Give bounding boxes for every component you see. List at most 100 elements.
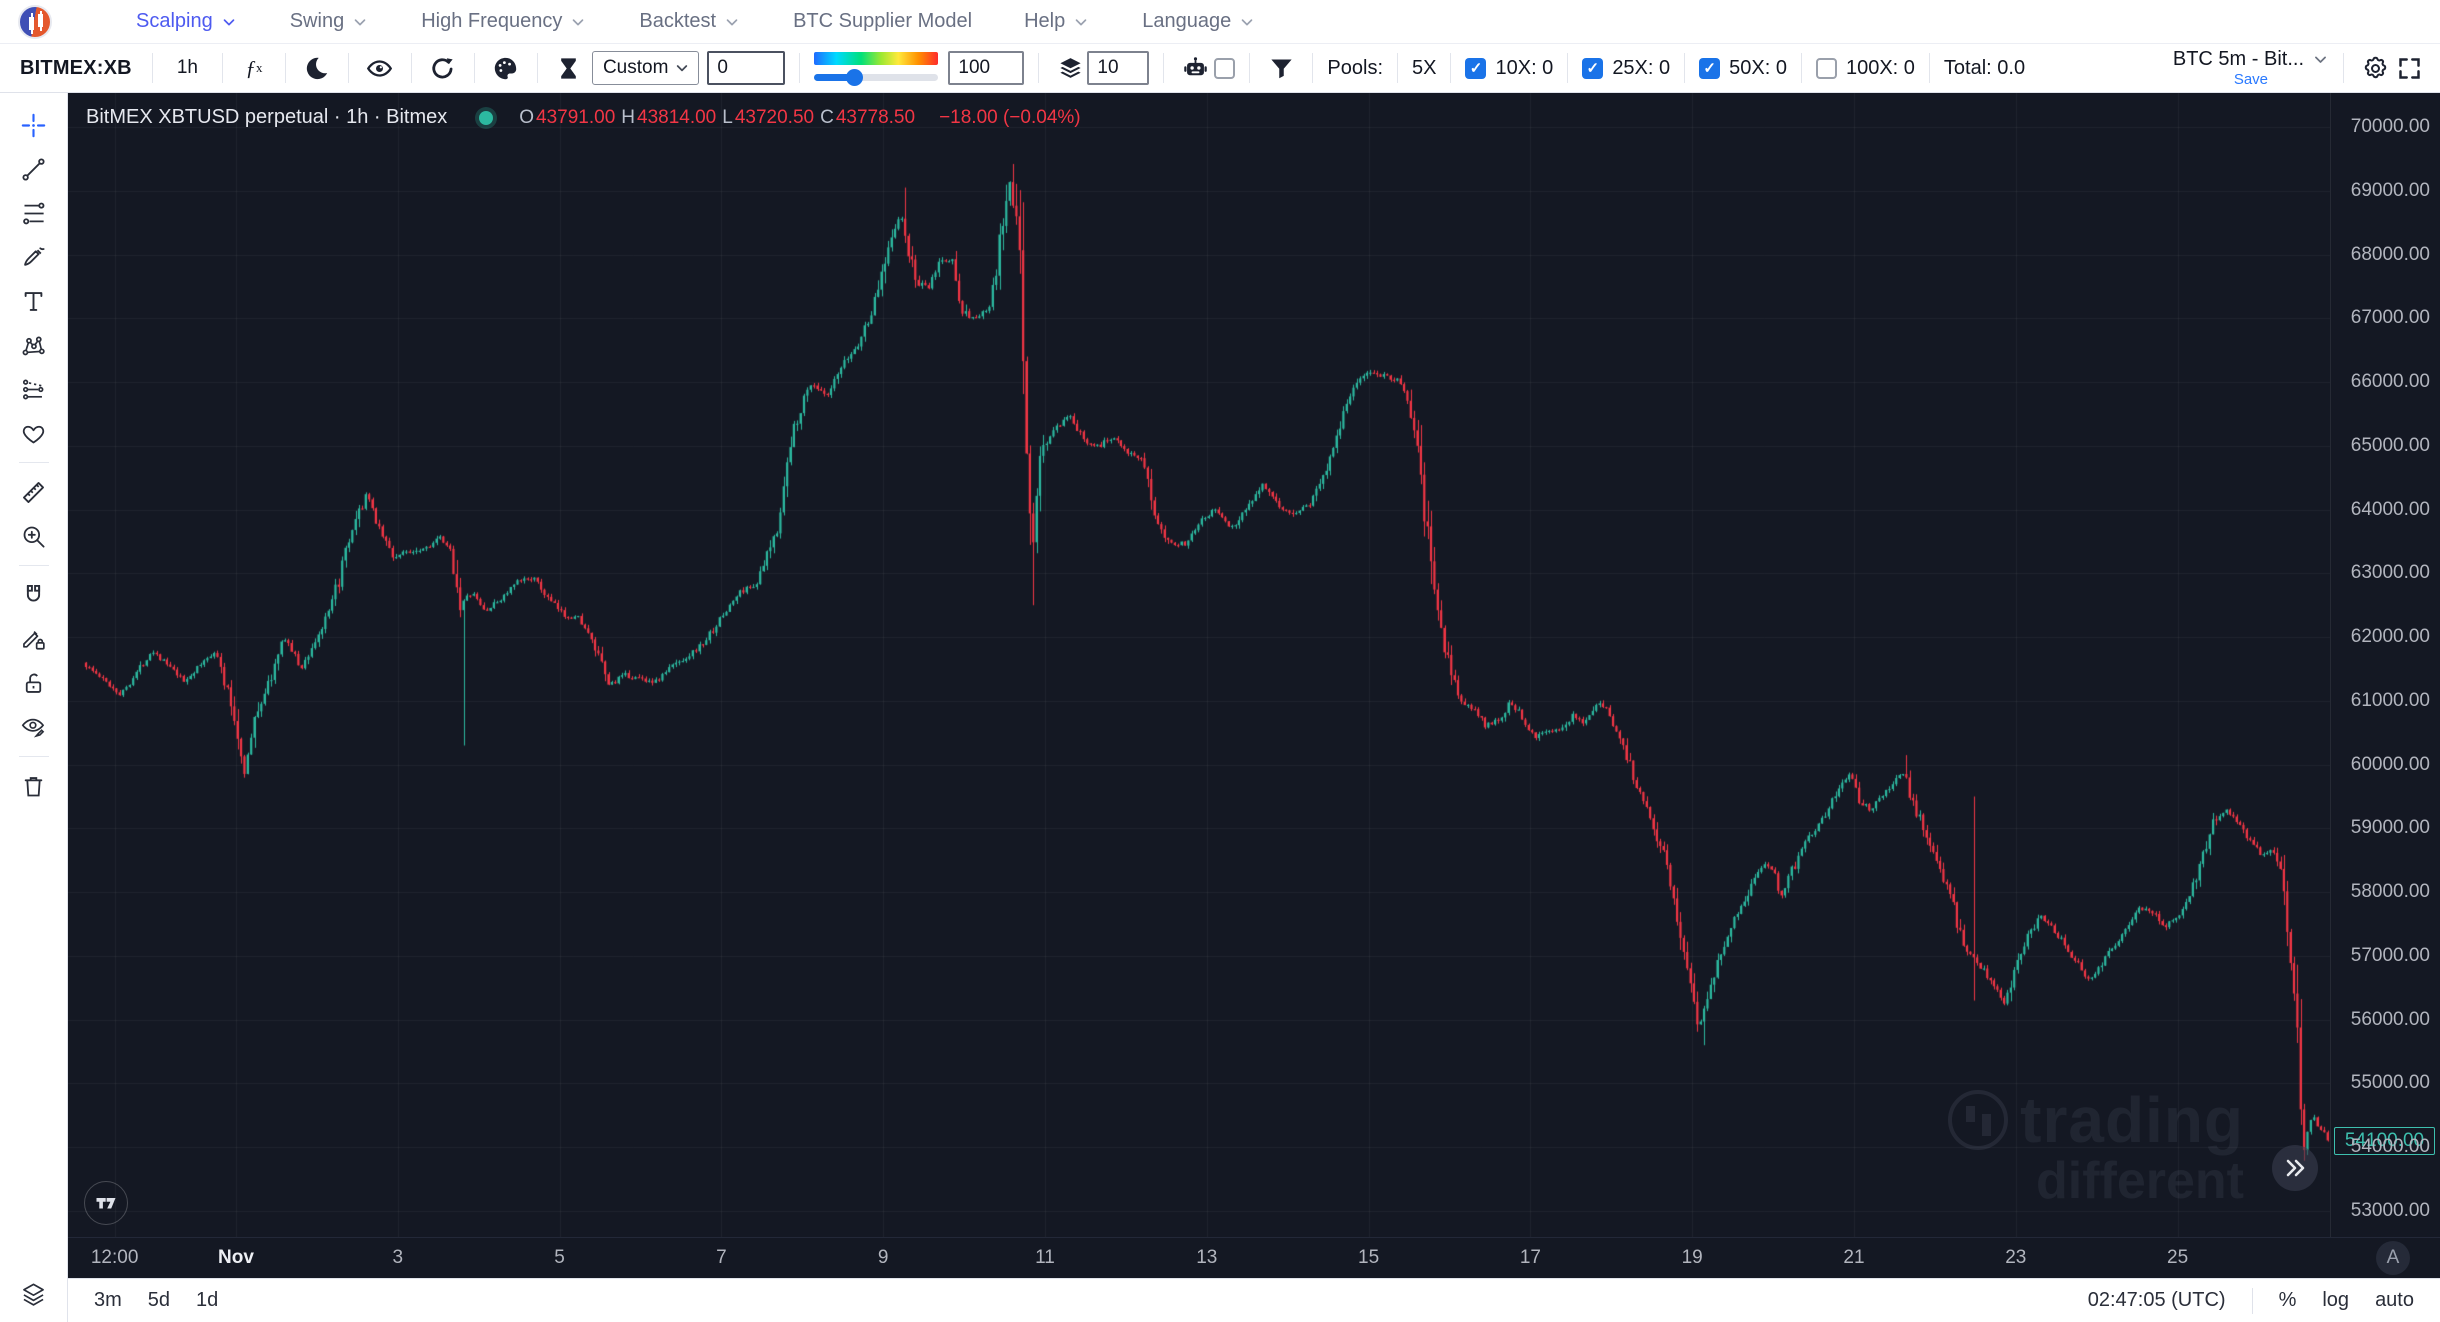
leverage-item: ✓ 25X: 0 xyxy=(1582,57,1670,80)
range-1d[interactable]: 1d xyxy=(196,1289,219,1311)
gradient-slider[interactable] xyxy=(814,51,939,86)
separator xyxy=(536,53,538,83)
axis-marker-badge[interactable]: A xyxy=(2376,1241,2410,1275)
leverage-item: ✓ 10X: 0 xyxy=(1465,57,1553,80)
tool-text-icon[interactable] xyxy=(12,279,56,323)
dark-mode-moon-icon[interactable] xyxy=(300,49,334,87)
go-to-realtime-button[interactable] xyxy=(2272,1145,2318,1191)
tradingview-logo-icon[interactable] xyxy=(84,1181,128,1225)
robot-checkbox[interactable] xyxy=(1214,57,1236,79)
price-tick: 67000.00 xyxy=(2350,307,2430,329)
price-tick: 54000.00 xyxy=(2350,1136,2430,1158)
separator xyxy=(799,53,801,83)
refresh-icon[interactable] xyxy=(426,49,460,87)
tool-measure-ruler-icon[interactable] xyxy=(12,470,56,514)
sidebar-divider xyxy=(18,756,49,757)
tool-object-tree-icon[interactable] xyxy=(12,1272,56,1316)
leverage-item: ✓ 50X: 0 xyxy=(1699,57,1787,80)
tool-emoji-heart-icon[interactable] xyxy=(12,411,56,455)
layers-icon[interactable] xyxy=(1053,49,1087,87)
price-axis[interactable]: 54100.00 70000.00 69000.00 68000.00 67000.0… xyxy=(2330,93,2440,1237)
separator xyxy=(1800,53,1802,83)
robot-icon[interactable] xyxy=(1178,49,1212,87)
slider-thumb[interactable] xyxy=(846,68,864,86)
price-tick: 66000.00 xyxy=(2350,371,2430,393)
total-label: Total: 0.0 xyxy=(1943,56,2026,79)
ohlc-h: H 43814.00 xyxy=(621,106,717,128)
mode-select[interactable]: Custom xyxy=(591,51,700,85)
tool-crosshair-icon[interactable] xyxy=(12,103,56,147)
menu-label: Help xyxy=(1024,10,1066,32)
chevron-down-icon xyxy=(1238,13,1256,31)
menu-language[interactable]: Language xyxy=(1116,10,1282,33)
tool-fib-retracement-icon[interactable] xyxy=(12,191,56,235)
tool-forecast-icon[interactable] xyxy=(12,367,56,411)
filter-funnel-icon[interactable] xyxy=(1264,49,1298,87)
tool-remove-all-icon[interactable] xyxy=(12,764,56,808)
menu-backtest[interactable]: Backtest xyxy=(613,10,767,33)
gradient-value-input[interactable] xyxy=(948,51,1025,85)
visibility-eye-icon[interactable] xyxy=(363,49,397,87)
menu-label: Scalping xyxy=(136,10,213,32)
menu-swing[interactable]: Swing xyxy=(264,10,395,33)
tool-brush-icon[interactable] xyxy=(12,235,56,279)
separator xyxy=(1249,53,1251,83)
menu-btc-supplier-model[interactable]: BTC Supplier Model xyxy=(767,10,998,33)
menu-scalping[interactable]: Scalping xyxy=(110,10,264,33)
depth-value-input[interactable] xyxy=(1087,51,1150,85)
range-3m[interactable]: 3m xyxy=(94,1289,122,1311)
interval-button[interactable]: 1h xyxy=(176,57,198,78)
top-menu-bar: Scalping Swing High Frequency Backtest BTC S… xyxy=(0,0,2440,44)
menu-label: Language xyxy=(1142,10,1232,32)
separator xyxy=(221,53,223,83)
scale-log[interactable]: log xyxy=(2322,1289,2350,1311)
theme-palette-icon[interactable] xyxy=(489,49,523,87)
clock[interactable]: 02:47:05 (UTC) xyxy=(2087,1289,2226,1311)
tool-magnet-icon[interactable] xyxy=(12,573,56,617)
tool-xabcd-pattern-icon[interactable] xyxy=(12,323,56,367)
separator xyxy=(1928,53,1930,83)
range-5d[interactable]: 5d xyxy=(147,1289,171,1311)
save-link[interactable]: Save xyxy=(2233,70,2269,88)
ohlc-c: C 43778.50 xyxy=(820,106,916,128)
price-tick: 57000.00 xyxy=(2350,944,2430,966)
app-logo-icon[interactable] xyxy=(18,4,52,39)
scale-auto[interactable]: auto xyxy=(2375,1289,2414,1311)
ohlc-o: O 43791.00 xyxy=(519,106,616,128)
leverage-checkbox[interactable]: ✓ xyxy=(1465,57,1487,79)
layout-preset-select[interactable]: BTC 5m - Bit... Save xyxy=(2173,48,2329,88)
gradient-range-slider[interactable] xyxy=(814,68,939,86)
separator xyxy=(347,53,349,83)
time-axis[interactable]: A 12:00 Nov 3 5 7 9 11 13 15 17 19 21 23 25 xyxy=(68,1237,2440,1278)
price-tick: 58000.00 xyxy=(2350,881,2430,903)
date-range-group: 3m 5d 1d xyxy=(94,1289,244,1312)
tool-zoom-in-icon[interactable] xyxy=(12,514,56,558)
symbol-button[interactable]: BITMEX:XB xyxy=(20,56,132,79)
menu-high-frequency[interactable]: High Frequency xyxy=(395,10,613,33)
settings-gear-icon[interactable] xyxy=(2358,49,2392,87)
menu-help[interactable]: Help xyxy=(998,10,1116,33)
scale-percent[interactable]: % xyxy=(2278,1289,2297,1311)
mode-value-input[interactable] xyxy=(707,51,786,85)
leverage-checkbox[interactable]: ✓ xyxy=(1582,57,1604,79)
base-leverage-label: 5X xyxy=(1412,56,1437,79)
candlestick-canvas[interactable] xyxy=(68,93,2330,1237)
tool-trend-line-icon[interactable] xyxy=(12,147,56,191)
hourglass-icon[interactable] xyxy=(552,49,586,87)
sidebar-divider xyxy=(18,462,49,463)
chevron-down-icon xyxy=(1072,13,1090,31)
leverage-checkbox[interactable]: ✓ xyxy=(1699,57,1721,79)
chevron-down-icon xyxy=(220,13,238,31)
price-tick: 64000.00 xyxy=(2350,498,2430,520)
leverage-checkbox[interactable] xyxy=(1815,57,1837,79)
tool-lock-all-drawings-icon[interactable] xyxy=(12,661,56,705)
tool-hide-all-drawings-icon[interactable] xyxy=(12,705,56,749)
sidebar-divider xyxy=(18,565,49,566)
tool-drawing-lock-icon[interactable] xyxy=(12,617,56,661)
fullscreen-icon[interactable] xyxy=(2392,49,2426,87)
mode-select-value: Custom xyxy=(602,57,669,78)
